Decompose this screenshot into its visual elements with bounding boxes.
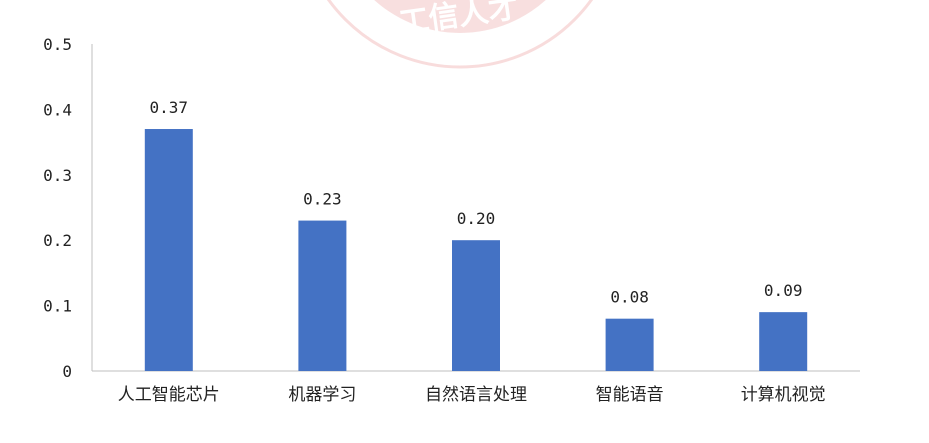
watermark-inner-disc xyxy=(374,0,546,33)
bar xyxy=(298,220,347,371)
data-label: 0.37 xyxy=(150,98,189,117)
x-tick-label: 智能语音 xyxy=(596,385,664,405)
data-label: 0.09 xyxy=(764,281,803,300)
bars: 0.37 人工智能芯片 0.23 机器学习 0.20 自然语言处理 0.08 智能语音 0.09… xyxy=(118,98,826,405)
x-tick-label: 自然语言处理 xyxy=(425,385,527,405)
bar xyxy=(452,240,500,371)
watermark-text: 工信人才 xyxy=(397,0,521,41)
y-tick-label: 0 xyxy=(62,362,72,381)
x-tick-label: 机器学习 xyxy=(288,385,356,405)
x-tick-label: 人工智能芯片 xyxy=(118,385,220,405)
bar xyxy=(144,129,193,371)
y-tick-label: 0.4 xyxy=(43,100,72,119)
bar xyxy=(759,312,808,371)
y-tick-label: 0.3 xyxy=(43,166,72,185)
data-label: 0.20 xyxy=(457,209,496,228)
x-tick-label: 计算机视觉 xyxy=(741,385,826,405)
data-label: 0.23 xyxy=(303,190,342,209)
y-tick-label: 0.2 xyxy=(43,231,72,250)
y-tick-label: 0.5 xyxy=(43,35,72,54)
axes: 0 0.1 0.2 0.3 0.4 0.5 xyxy=(43,35,860,381)
bar xyxy=(605,318,654,371)
data-label: 0.08 xyxy=(610,288,649,307)
watermark-stamp: 工信人才 xyxy=(326,0,594,69)
y-tick-label: 0.1 xyxy=(43,297,72,316)
watermark-outer-ring xyxy=(326,0,594,69)
